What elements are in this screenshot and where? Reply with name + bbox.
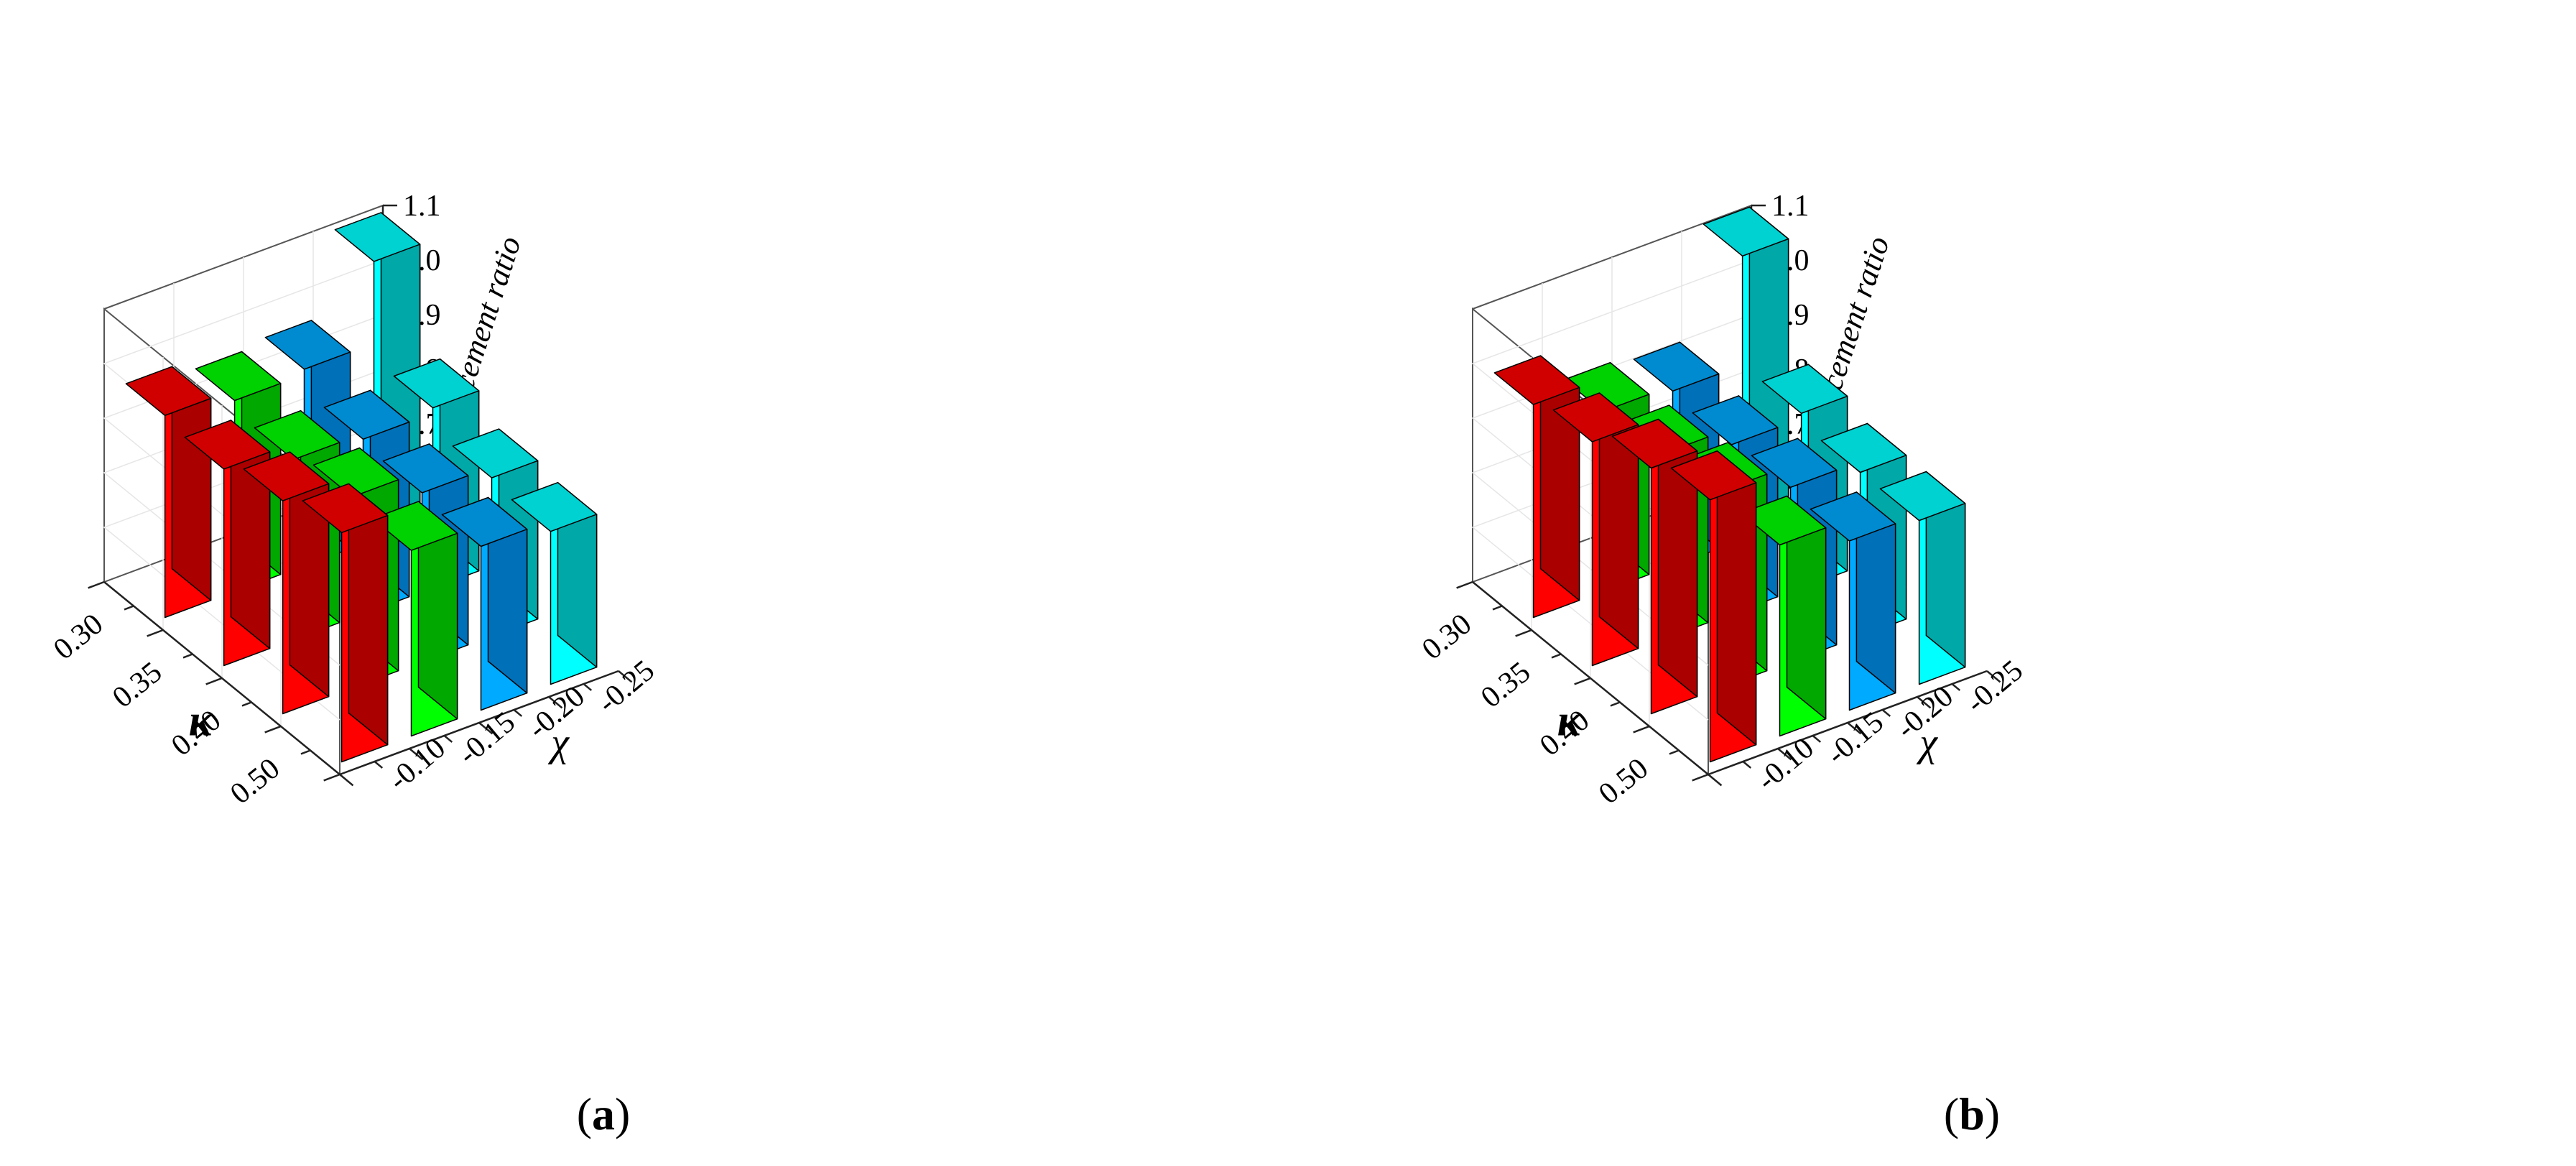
bars	[1493, 206, 1966, 763]
kappa-tick-label: 0.50	[224, 752, 286, 811]
chi-tick-label: -0.15	[1820, 705, 1890, 771]
bar-kappa-0.50-chi--0.15	[371, 501, 458, 737]
bar-kappa-0.30-chi--0.10	[1493, 355, 1580, 619]
chart-panel-b: 0.300.350.400.50 -0.10 -0.15 -0.20 -0.25κ χ0.…	[1416, 190, 2029, 1139]
chart-panel-a: 0.300.350.400.50 -0.10 -0.15 -0.20 -0.25κ χ0.…	[47, 190, 661, 1139]
bar-kappa-0.40-chi--0.10	[1611, 418, 1698, 715]
bar-kappa-0.35-chi--0.10	[1552, 392, 1639, 667]
kappa-tick-label: 0.50	[1593, 752, 1654, 811]
bar-kappa-0.50-chi--0.20	[1810, 491, 1896, 711]
bar-kappa-0.30-chi--0.10	[125, 366, 212, 619]
chi-axis-label: χ	[547, 721, 570, 765]
bar-kappa-0.50-chi--0.15	[1740, 495, 1827, 737]
z-tick-label: 1.1	[403, 190, 441, 223]
chi-tick-label: -0.10	[382, 731, 452, 797]
chi-tick-label: -0.10	[1751, 731, 1820, 797]
chi-axis-label: χ	[1916, 721, 1938, 765]
panel-label: (a)	[577, 1088, 631, 1139]
kappa-tick-label: 0.30	[1416, 608, 1478, 667]
bar-kappa-0.50-chi--0.25	[1879, 471, 1966, 685]
kappa-tick-label: 0.35	[1475, 656, 1537, 715]
kappa-tick-label: 0.30	[47, 608, 109, 667]
chi-tick-label: -0.15	[452, 705, 522, 771]
bar-kappa-0.50-chi--0.25	[511, 481, 598, 685]
kappa-axis-label: κ	[1557, 696, 1582, 745]
chi-tick-label: -0.25	[591, 654, 661, 719]
bars	[125, 212, 598, 763]
z-tick-label: 1.1	[1771, 190, 1810, 223]
kappa-tick-label: 0.35	[106, 656, 168, 715]
kappa-axis-label: κ	[189, 696, 213, 745]
bar-kappa-0.50-chi--0.10	[302, 483, 389, 763]
chi-tick-label: -0.25	[1960, 654, 2029, 719]
panel-label: (b)	[1944, 1088, 2000, 1139]
bar-kappa-0.50-chi--0.20	[441, 496, 528, 711]
bar-kappa-0.50-chi--0.10	[1670, 450, 1757, 763]
